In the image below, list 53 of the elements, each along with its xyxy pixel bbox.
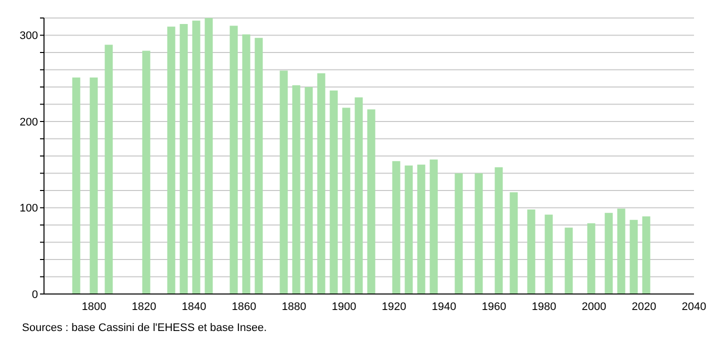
bar <box>317 73 326 294</box>
x-tick-label: 1820 <box>132 300 156 313</box>
bar <box>630 220 638 294</box>
bar <box>527 209 536 294</box>
bar <box>292 85 300 294</box>
source-note: Sources : base Cassini de l'EHESS et base Insee. <box>22 322 268 334</box>
bar <box>180 24 188 294</box>
bar <box>330 90 338 294</box>
bar <box>430 159 438 294</box>
bar <box>604 212 613 294</box>
bar <box>510 192 518 294</box>
bar <box>587 223 596 294</box>
x-tick-label: 2020 <box>632 300 656 313</box>
x-tick-label: 1960 <box>482 300 506 313</box>
x-tick-label: 1920 <box>382 300 406 313</box>
bar <box>304 87 313 294</box>
y-tick-label: 200 <box>20 116 38 128</box>
bar <box>204 18 213 294</box>
bar <box>167 26 176 294</box>
bar <box>72 78 80 294</box>
bar <box>564 228 573 294</box>
bar <box>544 214 553 294</box>
x-tick-label: 1940 <box>432 300 456 313</box>
bar <box>367 109 376 294</box>
bar <box>192 20 200 294</box>
y-tick-label: 0 <box>32 288 38 301</box>
bar <box>104 44 113 294</box>
bar <box>454 173 463 294</box>
x-tick-label: 1800 <box>82 300 106 313</box>
bar <box>617 208 626 294</box>
bar <box>474 173 483 294</box>
bar <box>494 167 503 294</box>
x-tick-label: 2000 <box>582 300 606 313</box>
x-tick-label: 1880 <box>282 300 306 313</box>
bar <box>230 26 238 294</box>
bar <box>242 34 250 294</box>
bar <box>90 78 98 294</box>
bar <box>254 38 263 294</box>
y-tick-label: 100 <box>20 202 38 215</box>
bar <box>417 164 426 294</box>
bar <box>354 97 363 294</box>
x-tick-label: 2040 <box>682 300 706 313</box>
x-tick-label: 1980 <box>532 300 556 313</box>
bar <box>642 216 650 294</box>
y-tick-label: 300 <box>20 30 38 42</box>
bar <box>342 108 350 294</box>
bar <box>280 70 288 294</box>
bar <box>392 161 400 294</box>
bar <box>142 50 150 294</box>
x-tick-label: 1900 <box>332 300 356 313</box>
bar <box>404 165 413 294</box>
x-tick-label: 1860 <box>232 300 256 313</box>
x-tick-label: 1840 <box>182 300 206 313</box>
